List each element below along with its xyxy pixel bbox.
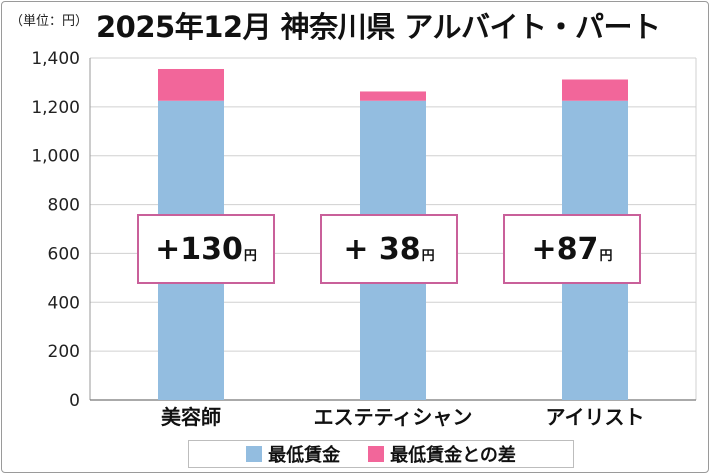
legend-label-min-wage: 最低賃金 (268, 445, 341, 466)
x-category-label-0: 美容師 (161, 405, 221, 429)
y-tick-label-7: 1,400 (31, 49, 80, 69)
legend-swatch-diff (368, 446, 385, 462)
y-tick-label-2: 400 (48, 293, 80, 313)
y-tick-label-0: 0 (69, 391, 80, 411)
diff-box-2: +87 円 (503, 214, 641, 284)
unit-label: （単位：円） (10, 14, 89, 29)
chart-title: 2025年12月 神奈川県 アルバイト・パート (96, 10, 661, 44)
bar-diff-2 (562, 79, 628, 101)
bar-diff-1 (360, 91, 426, 101)
diff-value-0: +130 (155, 231, 243, 267)
legend-swatch-min-wage (246, 446, 263, 462)
x-category-label-1: エステティシャン (314, 405, 473, 429)
y-tick-label-1: 200 (48, 342, 80, 362)
y-tick-label-3: 600 (48, 244, 80, 264)
diff-unit-1: 円 (421, 248, 435, 264)
diff-unit-0: 円 (243, 248, 257, 264)
legend-item-min-wage: 最低賃金 (246, 441, 340, 467)
y-tick-label-4: 800 (48, 196, 80, 216)
y-tick-label-5: 1,000 (31, 147, 80, 167)
diff-value-1: + 38 (343, 231, 421, 267)
chart-legend: 最低賃金 最低賃金との差 (188, 440, 574, 468)
y-tick-label-6: 1,200 (31, 98, 80, 118)
diff-unit-2: 円 (599, 248, 613, 264)
bar-diff-0 (158, 68, 224, 101)
legend-label-diff: 最低賃金との差 (390, 445, 516, 466)
diff-box-0: +130 円 (137, 214, 275, 284)
diff-value-2: +87 (531, 231, 599, 267)
x-category-label-2: アイリスト (546, 405, 645, 429)
legend-item-diff: 最低賃金との差 (368, 441, 516, 467)
diff-box-1: + 38 円 (320, 214, 458, 284)
